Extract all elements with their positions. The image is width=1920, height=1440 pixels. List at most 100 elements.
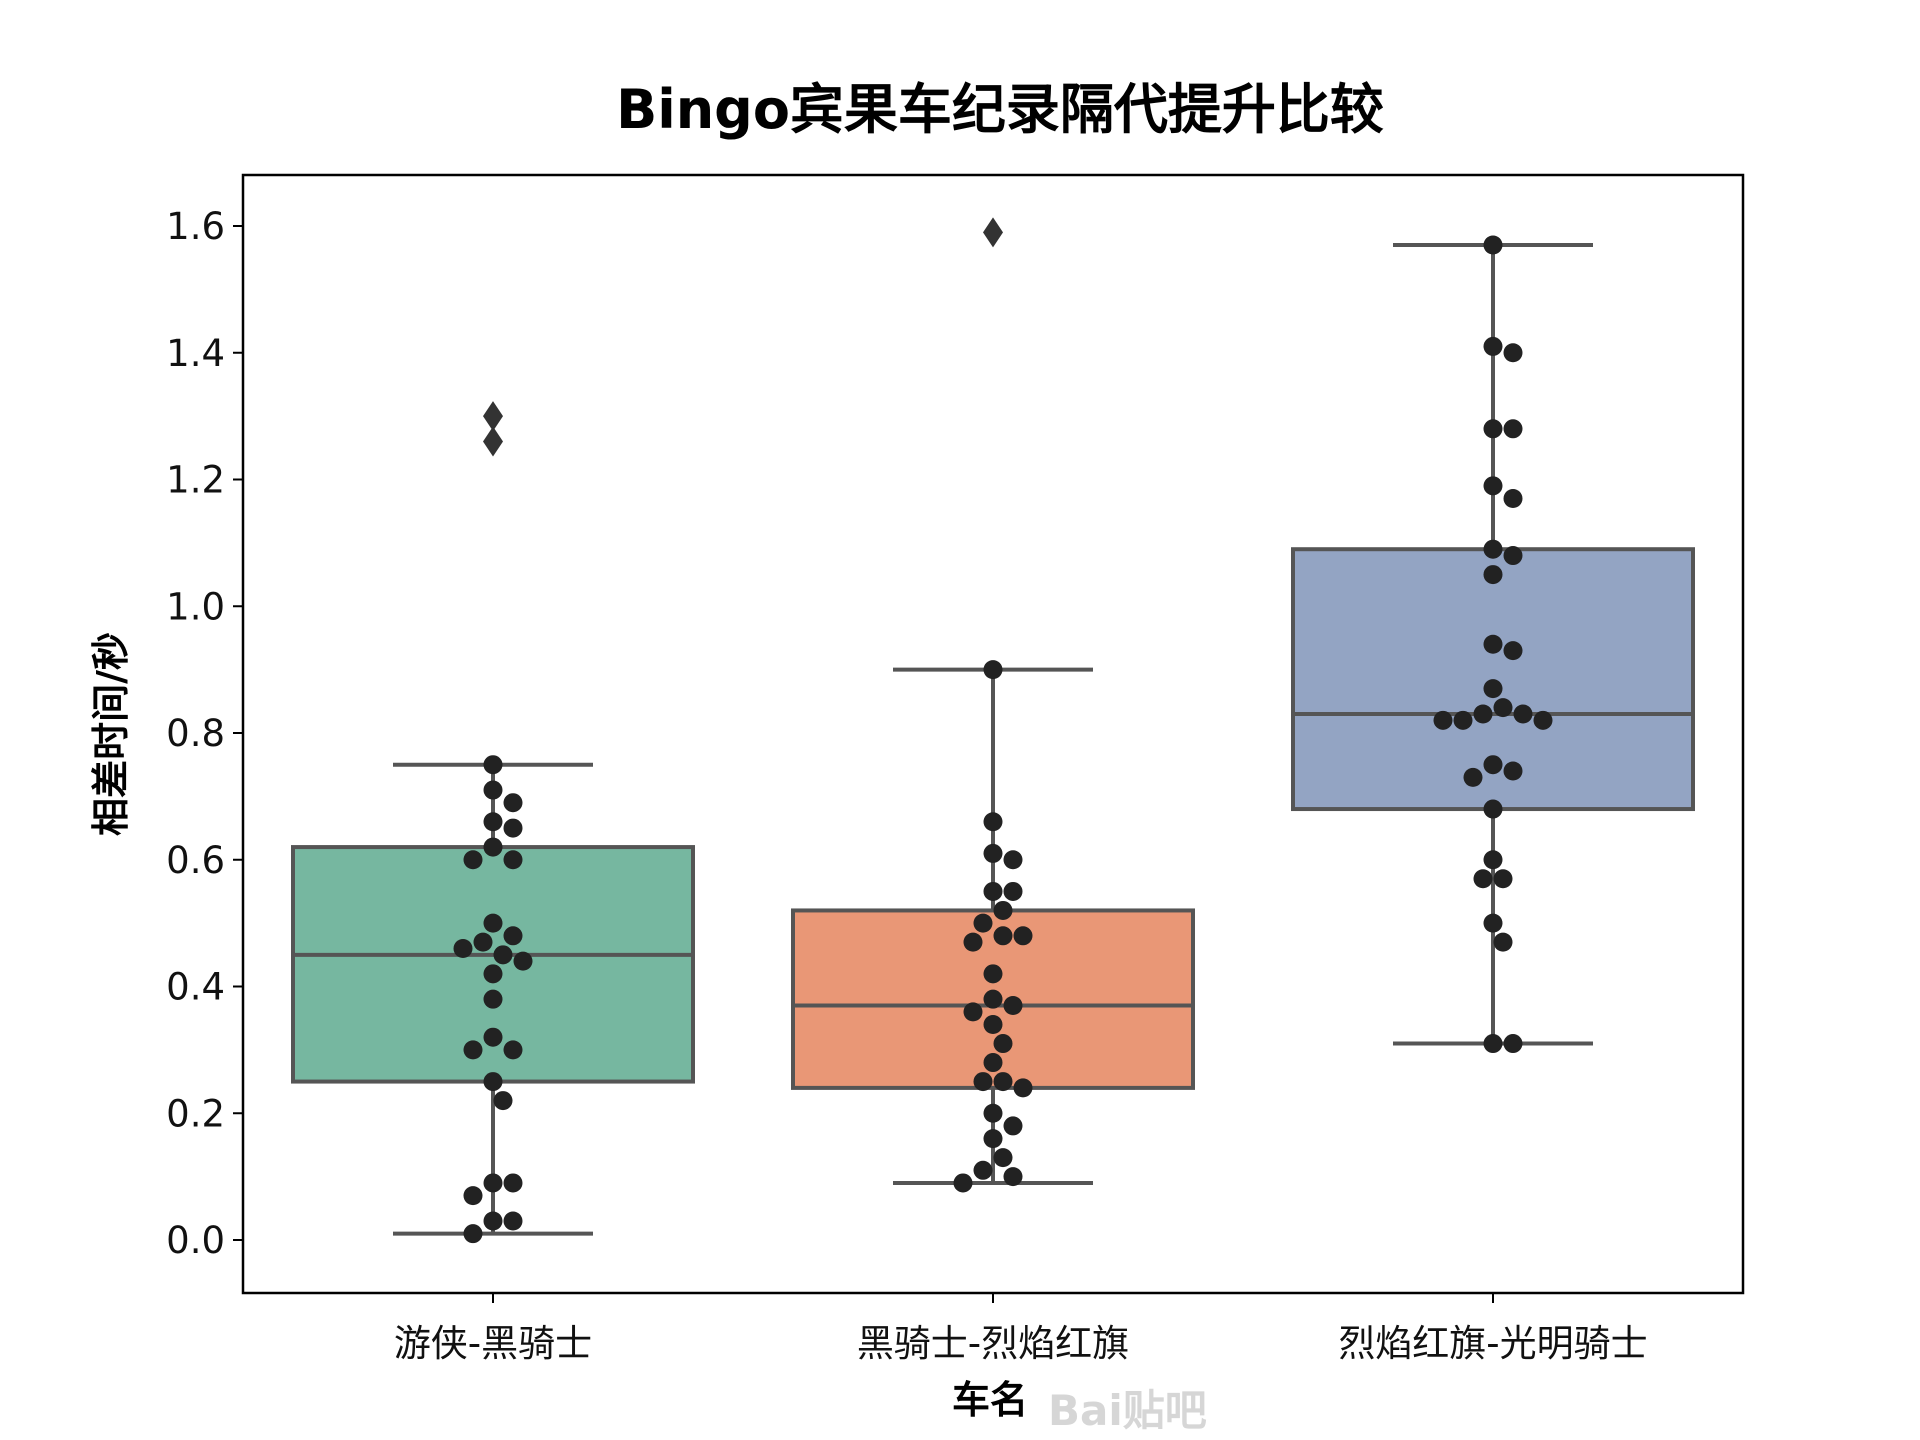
point-2-14 <box>1473 704 1493 724</box>
point-0-14 <box>483 964 503 984</box>
watermark: Bai贴吧 <box>1048 1386 1207 1435</box>
chart-title: Bingo宾果车纪录隔代提升比较 <box>616 78 1384 141</box>
point-2-8 <box>1503 546 1523 566</box>
point-0-12 <box>493 945 513 965</box>
point-2-9 <box>1483 565 1503 585</box>
point-1-15 <box>983 1015 1003 1035</box>
point-2-15 <box>1513 704 1533 724</box>
outlier-0-1 <box>483 401 503 432</box>
boxes-layer <box>291 217 1695 1236</box>
point-1-5 <box>1003 881 1023 901</box>
points-layer <box>453 235 1553 1244</box>
x-tick-label-1: 黑骑士-烈焰红旗 <box>857 1322 1129 1365</box>
point-2-21 <box>1463 767 1483 787</box>
point-0-1 <box>483 780 503 800</box>
point-2-3 <box>1483 419 1503 439</box>
point-1-18 <box>993 1072 1013 1092</box>
point-1-11 <box>983 964 1003 984</box>
point-2-19 <box>1483 755 1503 775</box>
point-2-29 <box>1503 1034 1523 1054</box>
point-1-4 <box>983 881 1003 901</box>
point-1-8 <box>993 926 1013 946</box>
point-1-1 <box>983 812 1003 832</box>
point-2-24 <box>1493 869 1513 889</box>
point-0-7 <box>463 850 483 870</box>
point-0-8 <box>483 913 503 933</box>
y-tick-label-8: 1.6 <box>166 205 225 248</box>
point-2-26 <box>1483 913 1503 933</box>
point-2-13 <box>1493 698 1513 718</box>
point-2-0 <box>1483 235 1503 255</box>
point-1-25 <box>973 1160 993 1180</box>
outlier-0-0 <box>483 426 503 457</box>
point-0-15 <box>483 989 503 1009</box>
point-1-16 <box>993 1034 1013 1054</box>
y-tick-label-0: 0.0 <box>166 1219 225 1262</box>
point-2-4 <box>1503 419 1523 439</box>
point-0-18 <box>463 1040 483 1060</box>
point-0-0 <box>483 755 503 775</box>
point-1-7 <box>973 913 993 933</box>
point-0-10 <box>473 932 493 952</box>
point-2-23 <box>1483 850 1503 870</box>
y-tick-label-1: 0.2 <box>166 1092 225 1135</box>
point-1-6 <box>993 900 1013 920</box>
point-0-5 <box>483 837 503 857</box>
x-tick-label-0: 游侠-黑骑士 <box>394 1322 592 1365</box>
point-1-14 <box>963 1002 983 1022</box>
point-1-12 <box>983 989 1003 1009</box>
point-0-22 <box>503 1173 523 1193</box>
point-1-23 <box>983 1129 1003 1149</box>
point-2-17 <box>1533 710 1553 730</box>
point-2-12 <box>1483 679 1503 699</box>
point-1-13 <box>1003 996 1023 1016</box>
point-0-23 <box>463 1186 483 1206</box>
y-tick-label-2: 0.4 <box>166 966 225 1009</box>
point-0-9 <box>503 926 523 946</box>
y-axis: 0.0 0.2 0.4 0.6 0.8 1.0 1.2 1.4 1.6 <box>166 205 243 1262</box>
point-1-2 <box>983 843 1003 863</box>
point-2-5 <box>1483 476 1503 496</box>
point-2-18 <box>1433 710 1453 730</box>
y-tick-label-7: 1.4 <box>166 332 225 375</box>
point-0-13 <box>513 951 533 971</box>
point-1-0 <box>983 660 1003 680</box>
x-axis-label: 车名 <box>952 1378 1028 1422</box>
point-0-6 <box>503 850 523 870</box>
point-1-26 <box>1003 1167 1023 1187</box>
point-1-17 <box>983 1053 1003 1073</box>
point-1-19 <box>973 1072 993 1092</box>
y-tick-label-3: 0.6 <box>166 839 225 882</box>
point-0-3 <box>483 812 503 832</box>
point-0-26 <box>463 1224 483 1244</box>
point-1-24 <box>993 1148 1013 1168</box>
point-0-21 <box>483 1173 503 1193</box>
point-2-1 <box>1483 336 1503 356</box>
point-2-10 <box>1483 634 1503 654</box>
point-1-10 <box>963 932 983 952</box>
point-0-25 <box>503 1211 523 1231</box>
y-tick-label-6: 1.2 <box>166 459 225 502</box>
point-2-27 <box>1493 932 1513 952</box>
point-2-7 <box>1483 539 1503 559</box>
point-2-20 <box>1503 761 1523 781</box>
point-0-17 <box>503 1040 523 1060</box>
point-0-4 <box>503 818 523 838</box>
point-0-24 <box>483 1211 503 1231</box>
y-tick-label-5: 1.0 <box>166 585 225 628</box>
point-2-11 <box>1503 641 1523 661</box>
y-tick-label-4: 0.8 <box>166 712 225 755</box>
point-2-25 <box>1473 869 1493 889</box>
point-2-6 <box>1503 489 1523 509</box>
point-1-27 <box>953 1173 973 1193</box>
point-1-20 <box>1013 1078 1033 1098</box>
point-0-16 <box>483 1027 503 1047</box>
x-tick-label-2: 烈焰红旗-光明骑士 <box>1338 1322 1647 1365</box>
point-2-22 <box>1483 799 1503 819</box>
point-1-22 <box>1003 1116 1023 1136</box>
point-0-11 <box>453 938 473 958</box>
point-2-2 <box>1503 343 1523 363</box>
point-2-28 <box>1483 1034 1503 1054</box>
outlier-1-0 <box>983 217 1003 248</box>
point-0-19 <box>483 1072 503 1092</box>
